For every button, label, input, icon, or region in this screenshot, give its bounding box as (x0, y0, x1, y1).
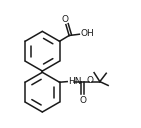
Text: O: O (79, 96, 86, 105)
Text: O: O (62, 15, 69, 24)
Text: O: O (87, 76, 94, 86)
Text: HN: HN (68, 77, 82, 86)
Text: OH: OH (80, 29, 94, 38)
